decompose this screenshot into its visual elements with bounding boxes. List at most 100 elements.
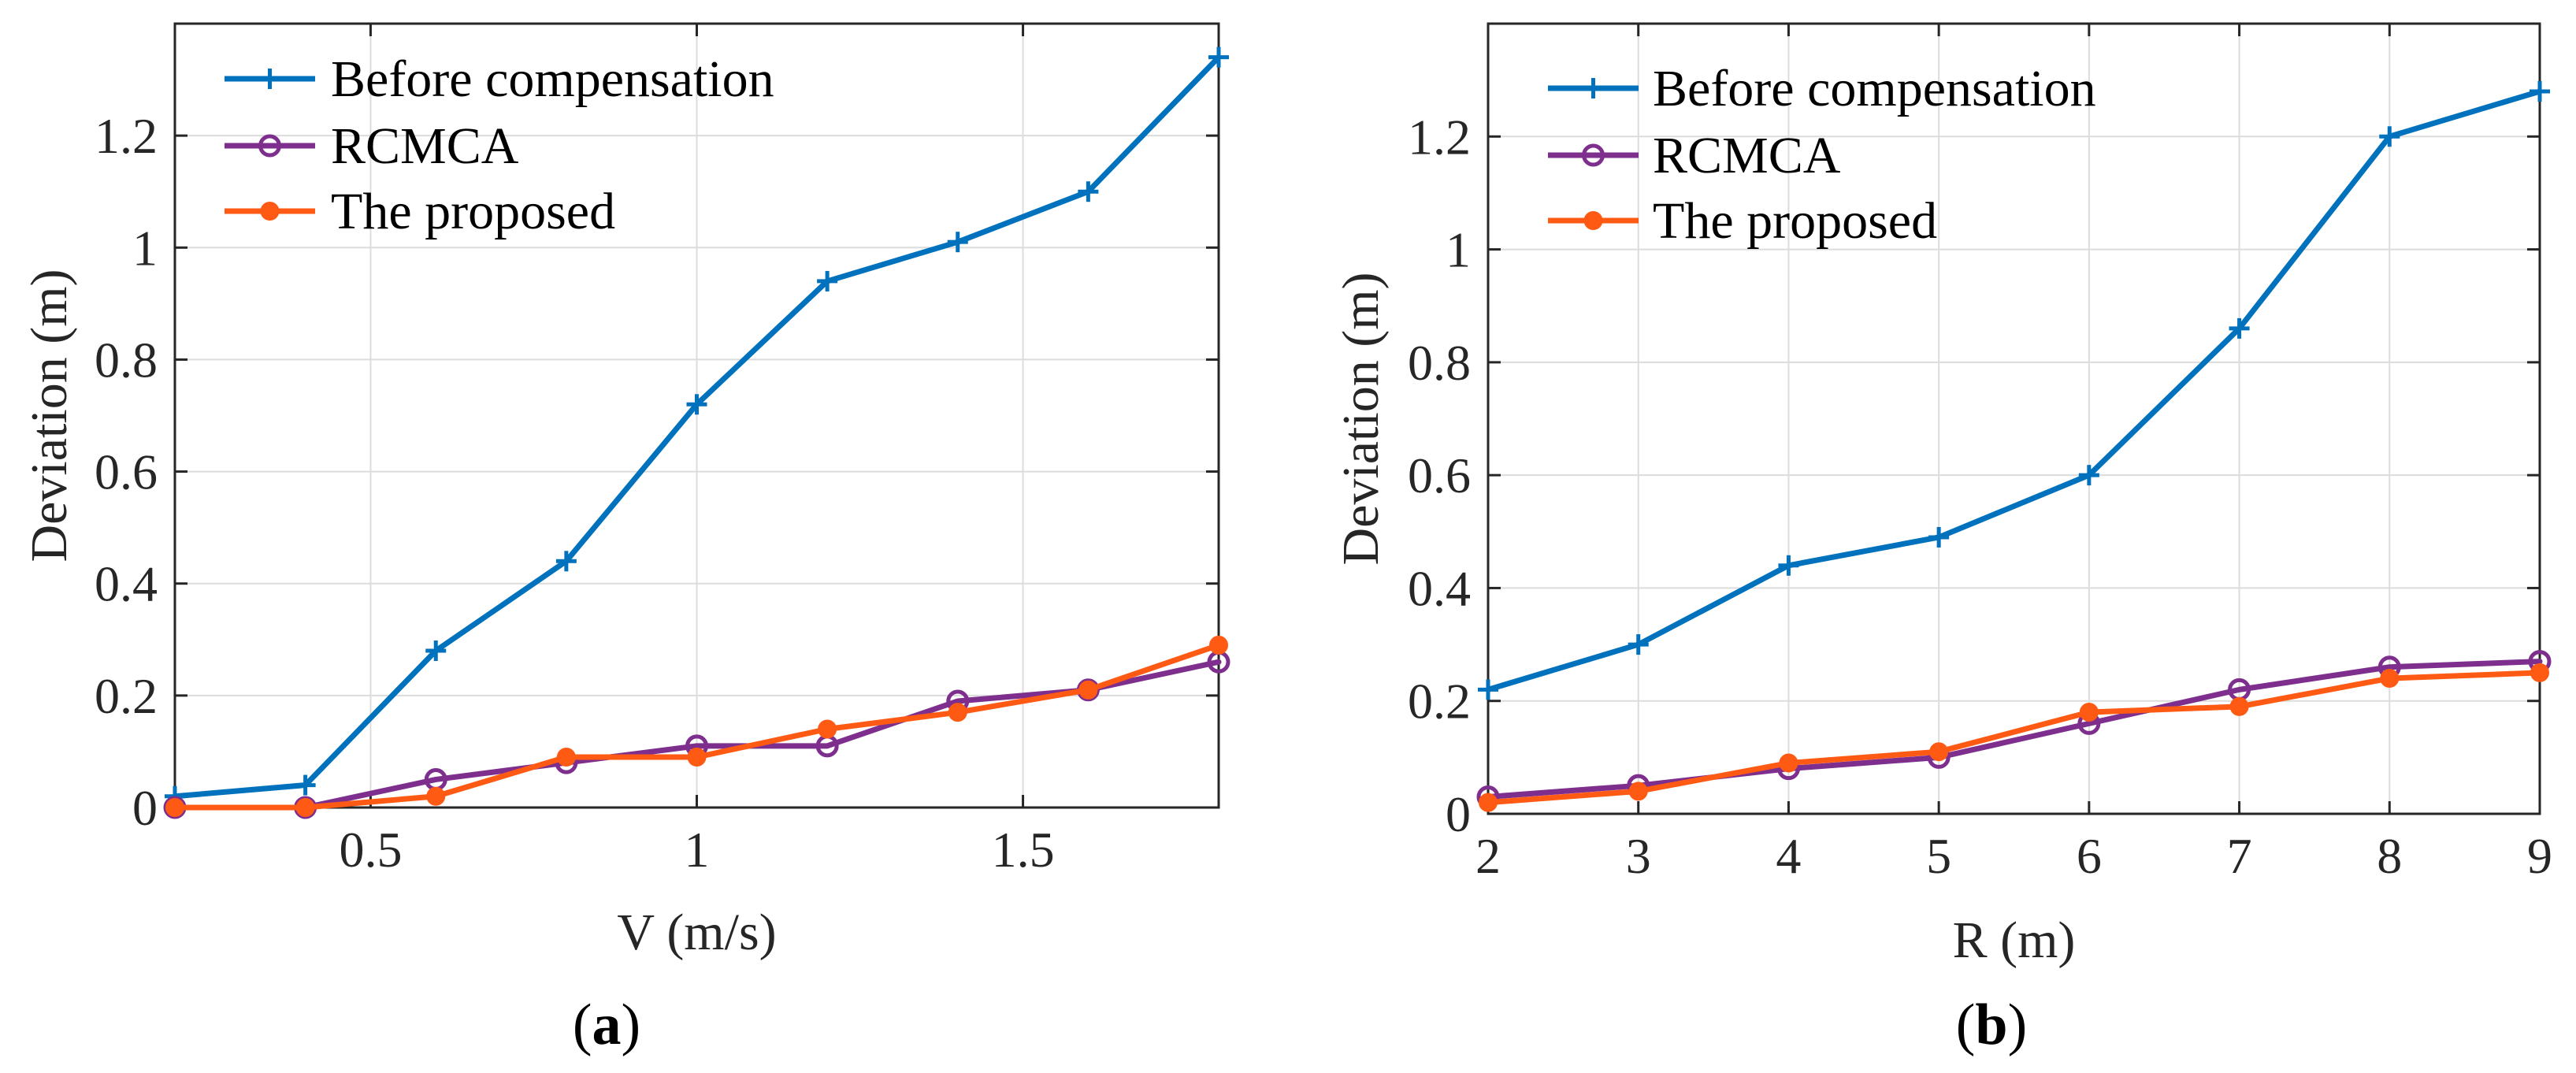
panel-label-close-paren: )	[622, 993, 641, 1057]
legend-label-rcmca: RCMCA	[1653, 127, 1841, 184]
y-tick-label: 0.6	[1408, 447, 1471, 503]
series-proposed	[165, 635, 1228, 817]
dot-marker	[2530, 663, 2549, 682]
dot-marker	[2079, 703, 2099, 722]
x-tick-label: 2	[1475, 828, 1501, 884]
dot-marker	[2229, 696, 2249, 716]
y-tick-label: 1	[132, 220, 158, 276]
x-axis-title: V (m/s)	[617, 904, 776, 961]
x-tick-label: 6	[2077, 828, 2102, 884]
y-tick-label: 0.2	[95, 668, 158, 724]
plus-marker	[555, 551, 577, 572]
y-tick-label: 0.2	[1408, 674, 1471, 730]
x-tick-label: 8	[2377, 828, 2402, 884]
y-axis-title: Deviation (m)	[1332, 272, 1390, 565]
plus-marker	[2078, 465, 2099, 486]
y-tick-label: 1.2	[1408, 109, 1471, 165]
legend-item-rcmca: RCMCA	[225, 117, 519, 175]
y-tick-label: 0	[1446, 786, 1471, 842]
series-proposed	[1479, 663, 2549, 812]
x-tick-label: 5	[1926, 828, 1951, 884]
x-tick-label: 0.5	[339, 822, 402, 878]
panel-label-close-paren: )	[2008, 993, 2028, 1057]
legend-item-before: Before compensation	[225, 50, 774, 108]
plus-marker	[1478, 679, 1498, 700]
y-tick-label: 1.2	[95, 108, 158, 164]
series-line-rcmca	[172, 659, 1222, 811]
legend-item-proposed: The proposed	[225, 183, 615, 240]
series-rcmca	[1476, 650, 2552, 809]
legend-label-proposed: The proposed	[331, 183, 615, 240]
legend-label-before: Before compensation	[1653, 60, 2096, 117]
legend-item-before: Before compensation	[1548, 60, 2096, 117]
dot-marker	[260, 202, 280, 221]
dot-marker	[295, 798, 315, 817]
y-tick-label: 0.4	[95, 556, 158, 612]
panel-label-open-paren: (	[573, 993, 592, 1057]
plus-marker	[1628, 634, 1649, 655]
plus-marker	[2229, 317, 2250, 339]
dot-marker	[1779, 753, 1798, 773]
chart-panel-b: 2 3 4 5 6 7 8 9 0 0.2 0.4 0.6 0.8 1 1.2 R (m) Deviation …	[1332, 22, 2552, 1057]
plus-marker	[2379, 126, 2400, 147]
series-line-rcmca	[1485, 659, 2543, 800]
dot-marker	[1929, 742, 1949, 762]
y-tick-label: 1	[1446, 222, 1471, 278]
dot-marker	[818, 719, 837, 739]
plus-marker	[425, 640, 447, 661]
x-tick-label: 7	[2227, 828, 2252, 884]
dot-marker	[165, 798, 184, 817]
legend-label-before: Before compensation	[331, 50, 774, 108]
plus-marker	[1583, 78, 1604, 98]
x-tick-label: 1.5	[992, 822, 1055, 878]
series-before	[165, 46, 1229, 807]
plus-marker	[1078, 181, 1099, 202]
panel-label: (b)	[1956, 993, 2027, 1057]
series-line-proposed	[1485, 670, 2543, 806]
plus-marker	[947, 232, 968, 253]
circle-marker	[258, 134, 281, 158]
dot-marker	[426, 786, 446, 806]
dot-marker	[556, 748, 576, 767]
y-axis-title: Deviation (m)	[20, 269, 78, 562]
dot-marker	[1479, 793, 1498, 812]
dot-marker	[1209, 635, 1228, 655]
plus-marker	[259, 69, 280, 89]
axes-box	[1487, 22, 2541, 815]
y-tick-label: 0.4	[1408, 560, 1471, 616]
dot-marker	[1628, 782, 1648, 801]
dot-marker	[948, 703, 967, 722]
panel-label-open-paren: (	[1956, 993, 1976, 1057]
chart-panel-a: 0.5 1 1.5 0 0.2 0.4 0.6 0.8 1 1.2 V (m/s) Deviation…	[20, 22, 1230, 1057]
panel-label: (a)	[573, 993, 640, 1057]
plus-marker	[1778, 555, 1799, 576]
y-tick-label: 0.8	[95, 332, 158, 388]
dot-marker	[2380, 669, 2400, 689]
series-before	[1478, 80, 2550, 700]
dot-marker	[687, 748, 707, 767]
panel-label-letter: b	[1975, 993, 2007, 1057]
x-tick-label: 3	[1626, 828, 1651, 884]
y-tick-label: 0.8	[1408, 335, 1471, 391]
legend-item-proposed: The proposed	[1548, 192, 1937, 250]
y-tick-label: 0.6	[95, 444, 158, 500]
legend: Before compensation RCMCA The proposed	[225, 50, 774, 240]
dot-marker	[1583, 211, 1603, 230]
series-line-before	[1485, 88, 2543, 692]
plus-marker	[817, 270, 838, 291]
x-tick-label: 4	[1776, 828, 1801, 884]
legend-label-rcmca: RCMCA	[331, 117, 519, 175]
legend-label-proposed: The proposed	[1653, 192, 1937, 250]
x-tick-label: 1	[685, 822, 710, 878]
plus-marker	[1208, 46, 1229, 68]
plus-marker	[1928, 526, 1950, 548]
x-tick-label: 9	[2527, 828, 2552, 884]
circle-marker	[1582, 143, 1605, 167]
legend: Before compensation RCMCA The proposed	[1548, 60, 2096, 250]
panel-label-letter: a	[592, 993, 622, 1057]
x-axis-title: R (m)	[1953, 911, 2076, 969]
legend-item-rcmca: RCMCA	[1548, 127, 1841, 184]
plus-marker	[2530, 80, 2550, 102]
y-tick-label: 0	[132, 780, 158, 836]
